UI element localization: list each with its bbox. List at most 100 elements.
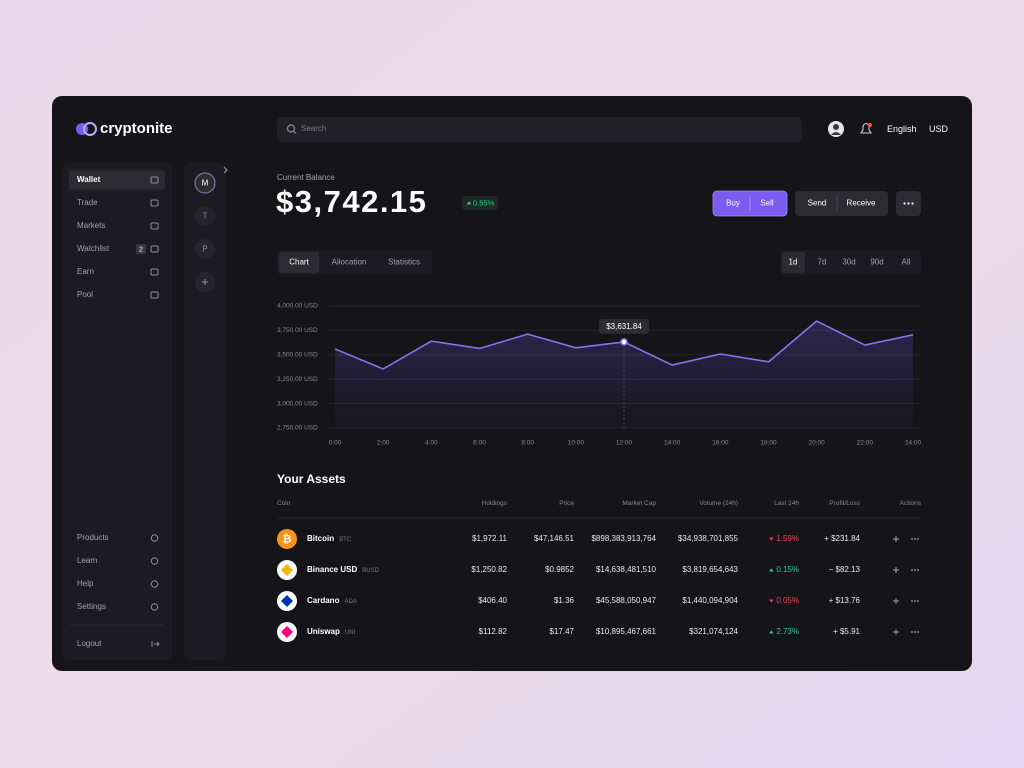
cell-market-cap: $45,588,050,947 [596, 596, 657, 605]
language[interactable]: English [887, 124, 917, 134]
range-active[interactable] [782, 252, 805, 273]
logout-icon [151, 641, 160, 647]
row-add[interactable] [893, 567, 899, 573]
column-header: Last 24h [774, 500, 799, 507]
row-more-dot[interactable] [911, 631, 913, 633]
cell-volume: $321,074,124 [689, 627, 738, 636]
row-add[interactable] [893, 629, 899, 635]
nav-icon [150, 580, 159, 588]
transfer-buttons[interactable] [795, 191, 888, 216]
y-tick-label: 3,250.00 USD [277, 376, 318, 383]
x-tick-label: 22:00 [857, 440, 874, 447]
nav-item-active[interactable] [69, 170, 165, 190]
cell-holdings: $1,250.82 [471, 565, 507, 574]
x-tick-label: 6:00 [473, 440, 486, 447]
nav-label[interactable]: Pool [77, 290, 93, 299]
range-label[interactable]: All [902, 258, 911, 267]
assets-title: Your Assets [277, 472, 346, 486]
coin-glyph: ₿ [283, 533, 292, 545]
coin-glyph [281, 595, 293, 607]
nav-icon [150, 268, 159, 276]
nav-icon [150, 222, 159, 230]
row-more-dot[interactable] [914, 600, 916, 602]
change-arrow [769, 568, 774, 572]
row-more-dot[interactable] [911, 569, 913, 571]
tab-label[interactable]: Allocation [332, 258, 367, 267]
coin-symbol: BTC [339, 537, 352, 543]
more-dot [907, 202, 910, 205]
cell-holdings: $1,972.11 [472, 534, 508, 543]
row-more-dot[interactable] [914, 569, 916, 571]
nav-label[interactable]: Wallet [77, 175, 101, 184]
nav-label[interactable]: Learn [77, 556, 97, 565]
nav-label[interactable]: Trade [77, 198, 98, 207]
row-more-dot[interactable] [917, 631, 919, 633]
balance-amount: $3,742.15 [276, 184, 427, 219]
nav-label[interactable]: Settings [77, 602, 106, 611]
account-avatar[interactable] [194, 172, 216, 194]
change-arrow [466, 201, 472, 205]
row-more-dot[interactable] [917, 538, 919, 540]
collapse-toggle[interactable] [223, 166, 228, 174]
nav-label[interactable]: Help [77, 579, 94, 588]
search-placeholder[interactable]: Search [301, 124, 326, 133]
logout[interactable]: Logout [77, 639, 102, 648]
column-header: Holdings [482, 500, 508, 507]
range-label[interactable]: 1d [789, 258, 798, 267]
button-label[interactable]: Send [808, 199, 827, 208]
balance-label: Current Balance [277, 173, 335, 182]
button-label[interactable]: Receive [847, 199, 876, 208]
coin-name: Bitcoin [307, 534, 334, 543]
tab-label[interactable]: Statistics [388, 258, 420, 267]
x-tick-label: 10:00 [568, 440, 585, 447]
x-tick-label: 4:00 [425, 440, 438, 447]
nav-label[interactable]: Products [77, 533, 109, 542]
x-tick-label: 12:00 [616, 440, 633, 447]
column-header: Market Cap [622, 500, 656, 507]
x-tick-label: 16:00 [712, 440, 729, 447]
range-label[interactable]: 90d [870, 258, 883, 267]
button-label[interactable]: Sell [760, 199, 774, 208]
cell-market-cap: $10,895,467,661 [596, 627, 657, 636]
row-more-dot[interactable] [917, 600, 919, 602]
x-tick-label: 18:00 [760, 440, 777, 447]
row-add[interactable] [893, 598, 899, 604]
range-group [780, 250, 921, 275]
row-more-dot[interactable] [914, 631, 916, 633]
range-label[interactable]: 30d [842, 258, 855, 267]
account-initial: T [203, 212, 208, 221]
cell-volume: $34,938,701,855 [678, 534, 739, 543]
row-more-dot[interactable] [911, 538, 913, 540]
row-more-dot[interactable] [917, 569, 919, 571]
coin-glyph [281, 564, 293, 576]
account-avatar[interactable] [195, 206, 215, 226]
nav-icon [150, 291, 159, 299]
tooltip [599, 318, 649, 334]
currency[interactable]: USD [929, 124, 949, 134]
row-more-dot[interactable] [911, 600, 913, 602]
logo-mark [83, 122, 97, 136]
nav-label[interactable]: Earn [77, 267, 94, 276]
notification-bell[interactable] [859, 122, 873, 134]
button-label[interactable]: Buy [726, 199, 740, 208]
tab-active[interactable] [279, 252, 319, 273]
range-label[interactable]: 7d [818, 258, 827, 267]
row-more-dot[interactable] [914, 538, 916, 540]
cell-profit: + $231.84 [824, 534, 860, 543]
user-avatar [833, 124, 839, 130]
column-header: Volume (24h) [699, 500, 738, 507]
nav-label[interactable]: Markets [77, 221, 105, 230]
nav-label[interactable]: Watchlist [77, 244, 110, 253]
search-icon [286, 124, 296, 133]
row-add[interactable] [893, 536, 899, 542]
coin-name: Uniswap [307, 627, 340, 636]
nav-icon [150, 534, 159, 542]
column-header: Coin [277, 500, 291, 507]
tab-label[interactable]: Chart [289, 258, 309, 267]
notification-dot [868, 123, 872, 127]
nav-badge-count: 2 [139, 246, 143, 253]
search-bar[interactable] [277, 117, 802, 142]
nav-icon [150, 557, 159, 565]
account-avatar[interactable] [195, 239, 215, 259]
